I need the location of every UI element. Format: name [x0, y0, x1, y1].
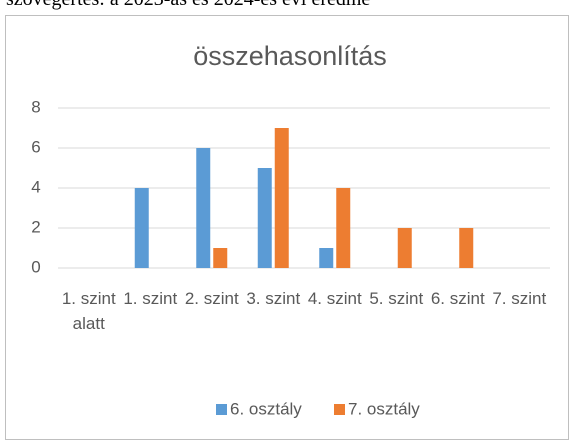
legend-label: 7. osztály — [348, 399, 420, 418]
x-tick-label: 4. szint — [307, 289, 362, 308]
bar — [196, 148, 211, 268]
header-text: szövegértés: a 2023-as és 2024-es évi er… — [6, 0, 370, 11]
y-tick-label: 6 — [31, 137, 40, 156]
bar — [397, 228, 412, 268]
bar — [336, 188, 351, 268]
legend-swatch — [334, 404, 345, 415]
bar — [213, 248, 228, 268]
x-tick-label: 2. szint — [184, 289, 239, 308]
bar — [134, 188, 149, 268]
x-tick-label: 6. szint — [430, 289, 485, 308]
x-tick-label: 1. szint — [123, 289, 178, 308]
bar — [274, 128, 289, 268]
x-tick-label: 5. szint — [369, 289, 424, 308]
y-tick-label: 4 — [31, 177, 40, 196]
y-tick-label: 2 — [31, 217, 40, 236]
y-tick-label: 8 — [31, 97, 40, 116]
x-tick-label: 3. szint — [246, 289, 301, 308]
bar — [319, 248, 334, 268]
legend-label: 6. osztály — [230, 399, 302, 418]
chart-frame — [5, 15, 569, 440]
bar — [459, 228, 474, 268]
chart-title: összehasonlítás — [193, 41, 387, 71]
bar — [257, 168, 272, 268]
x-tick-label: 7. szint — [492, 289, 547, 308]
y-tick-label: 0 — [31, 257, 40, 276]
legend-swatch — [216, 404, 227, 415]
x-tick-label: 1. szint alatt — [61, 289, 116, 333]
